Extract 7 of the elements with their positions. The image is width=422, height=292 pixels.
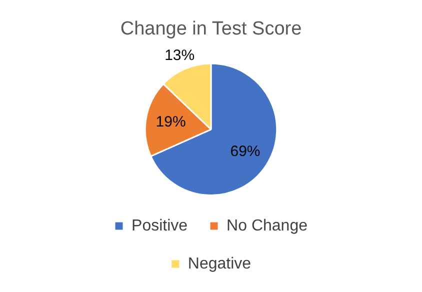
legend-label: Positive — [132, 217, 188, 234]
legend-label: No Change — [226, 217, 308, 234]
chart-title: Change in Test Score — [120, 18, 302, 40]
data-label: 13% — [164, 47, 195, 64]
data-label: 69% — [230, 142, 260, 160]
data-label: 19% — [156, 114, 186, 131]
legend-label: Negative — [188, 255, 252, 272]
